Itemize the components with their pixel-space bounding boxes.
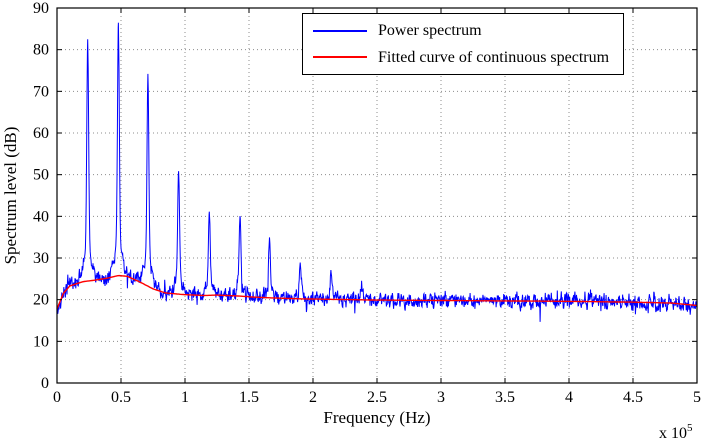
legend: Power spectrum Fitted curve of continuou… [302, 13, 625, 76]
legend-label: Fitted curve of continuous spectrum [378, 48, 610, 66]
svg-text:2: 2 [309, 389, 317, 406]
svg-text:90: 90 [33, 0, 49, 17]
legend-label: Power spectrum [378, 22, 482, 39]
svg-text:20: 20 [33, 292, 49, 309]
svg-text:80: 80 [33, 42, 49, 59]
svg-text:Spectrum level (dB): Spectrum level (dB) [1, 127, 20, 265]
svg-text:1.5: 1.5 [239, 389, 259, 406]
svg-text:30: 30 [33, 250, 49, 267]
svg-text:4: 4 [565, 389, 573, 406]
legend-line-sample-blue [313, 29, 367, 32]
svg-text:10: 10 [33, 333, 49, 350]
legend-item-fitted-curve: Fitted curve of continuous spectrum [313, 49, 609, 67]
legend-item-power-spectrum: Power spectrum [313, 22, 609, 40]
svg-text:0.5: 0.5 [111, 389, 131, 406]
svg-text:50: 50 [33, 167, 49, 184]
svg-text:5: 5 [693, 389, 701, 406]
svg-text:60: 60 [33, 125, 49, 142]
legend-line-sample-red [313, 56, 367, 59]
svg-text:3.5: 3.5 [495, 389, 515, 406]
svg-text:3: 3 [437, 389, 445, 406]
svg-text:0: 0 [41, 375, 49, 392]
svg-text:4.5: 4.5 [623, 389, 643, 406]
svg-text:0: 0 [53, 389, 61, 406]
svg-text:70: 70 [33, 83, 49, 100]
svg-text:2.5: 2.5 [367, 389, 387, 406]
svg-text:Frequency (Hz): Frequency (Hz) [323, 408, 430, 427]
svg-text:1: 1 [181, 389, 189, 406]
svg-text:40: 40 [33, 208, 49, 225]
svg-text:x 105: x 105 [659, 422, 693, 442]
